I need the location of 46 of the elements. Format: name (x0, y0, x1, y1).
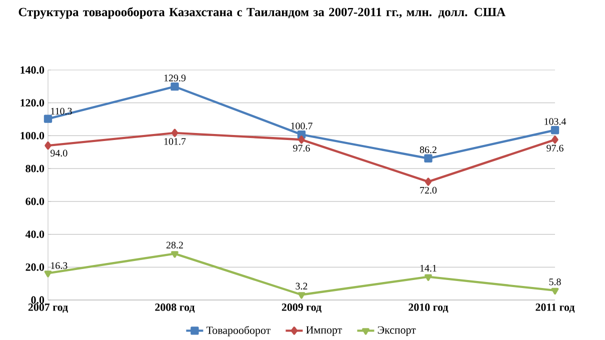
data-label: 94.0 (50, 150, 68, 157)
x-tick-label: 2007 год (28, 304, 68, 313)
data-label: 110.3 (51, 108, 72, 115)
chart-title: Структура товарооборота Казахстана с Таиландом за 2007-2011 гг., млн. долл. США (18, 7, 506, 19)
y-tick-label: 80.0 (26, 164, 44, 172)
y-tick-label: 40.0 (25, 230, 44, 238)
point (551, 288, 559, 295)
data-label: 129.9 (164, 74, 186, 82)
legend-label: Товарооборот (206, 326, 270, 336)
data-label: 72.0 (420, 186, 437, 194)
y-tick-label: 120.0 (20, 99, 44, 107)
data-label: 5.8 (549, 278, 561, 286)
point (298, 136, 305, 144)
y-tick-label: 20.0 (26, 263, 44, 271)
point (171, 128, 178, 137)
point (170, 82, 179, 91)
x-tick-label: 2011 год (536, 304, 575, 313)
point (424, 178, 432, 186)
y-tick-label: 60.0 (26, 198, 44, 206)
y-tick-label: 0.0 (31, 296, 44, 304)
legend-label: Импорт (306, 326, 342, 336)
x-tick-label: 2009 год (282, 304, 322, 313)
data-label: 28.2 (166, 242, 183, 248)
point (44, 141, 52, 150)
data-label: 97.6 (293, 144, 310, 152)
data-label: 97.6 (546, 144, 564, 152)
data-label: 100.7 (291, 122, 312, 130)
point (44, 114, 52, 123)
point (424, 274, 432, 281)
x-tick-label: 2010 год (408, 304, 448, 313)
data-label: 14.1 (420, 264, 436, 272)
y-tick-label: 100.0 (20, 132, 44, 140)
data-label: 3.2 (296, 282, 308, 290)
data-label: 103.4 (544, 118, 566, 125)
data-label: 16.3 (51, 262, 68, 270)
point (550, 126, 560, 134)
point (171, 251, 178, 258)
data-label: 86.2 (420, 146, 436, 154)
point (424, 154, 432, 162)
point (44, 270, 52, 278)
data-label: 101.7 (164, 138, 186, 145)
y-tick-label: 140.0 (20, 66, 44, 74)
point (298, 292, 306, 299)
legend-label: Экспорт (378, 326, 416, 336)
point (552, 136, 558, 144)
x-tick-label: 2008 год (155, 304, 195, 313)
